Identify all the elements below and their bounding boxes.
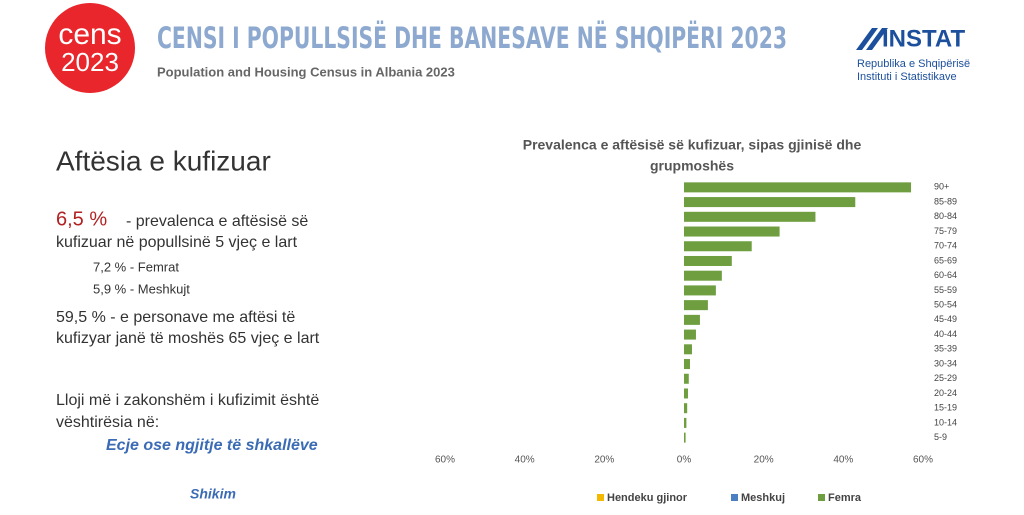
y-tick-label: 25-29 xyxy=(934,373,957,383)
org-line: Instituti i Statistikave xyxy=(857,71,957,83)
y-tick-label: 15-19 xyxy=(934,403,957,413)
x-tick-label: 40% xyxy=(515,455,535,466)
bar xyxy=(684,241,752,252)
stat-text: - prevalenca e aftësisë së xyxy=(126,213,308,230)
bar xyxy=(684,197,856,208)
bar xyxy=(684,255,732,266)
bar xyxy=(684,388,688,399)
logo-text: cens xyxy=(58,18,121,51)
y-tick-label: 10-14 xyxy=(934,417,957,427)
y-tick-label: 90+ xyxy=(934,182,949,192)
legend-label: Hendeku gjinor xyxy=(607,492,688,504)
legend-label: Meshkuj xyxy=(741,492,785,504)
bar xyxy=(684,314,700,325)
y-tick-label: 80-84 xyxy=(934,211,957,221)
bar xyxy=(684,373,689,384)
bar xyxy=(684,403,688,414)
type-intro: vështirësia në: xyxy=(56,414,159,431)
y-tick-label: 30-34 xyxy=(934,358,957,368)
y-tick-label: 60-64 xyxy=(934,270,957,280)
org-icon xyxy=(856,28,888,50)
x-tick-label: 20% xyxy=(754,455,774,466)
y-tick-label: 5-9 xyxy=(934,432,947,442)
bar xyxy=(684,270,722,281)
y-tick-label: 70-74 xyxy=(934,241,957,251)
chart-title: Prevalenca e aftësisë së kufizuar, sipas… xyxy=(523,137,862,153)
x-tick-label: 40% xyxy=(833,455,853,466)
stat-female: 7,2 % - Femrat xyxy=(93,259,179,274)
bar xyxy=(684,211,816,222)
bar xyxy=(684,359,690,370)
bar xyxy=(684,344,692,355)
x-tick-label: 0% xyxy=(677,455,692,466)
bar xyxy=(684,226,780,237)
y-tick-label: 45-49 xyxy=(934,314,957,324)
legend-swatch xyxy=(731,494,738,501)
x-tick-label: 60% xyxy=(913,455,933,466)
y-tick-label: 40-44 xyxy=(934,329,957,339)
stat-text: 59,5 % - e personave me aftësi të xyxy=(56,309,295,326)
x-tick-label: 20% xyxy=(594,455,614,466)
type-item: Shikim xyxy=(190,486,236,502)
stat-text: kufizuar në popullsinë 5 vjeç e lart xyxy=(56,234,298,251)
bar xyxy=(684,285,716,296)
y-tick-label: 50-54 xyxy=(934,300,957,310)
legend-swatch xyxy=(818,494,825,501)
logo-circle xyxy=(45,3,135,93)
org-line: Republika e Shqipërisë xyxy=(857,58,970,70)
bar xyxy=(684,182,912,193)
bar xyxy=(684,329,696,340)
stat-text: kufizyar janë të moshës 65 vjeç e lart xyxy=(56,330,320,347)
type-item: Ecje ose ngjitje të shkallëve xyxy=(106,437,318,454)
type-intro: Lloji më i zakonshëm i kufizimit është xyxy=(56,392,319,409)
y-tick-label: 65-69 xyxy=(934,255,957,265)
org-name: INSTAT xyxy=(882,25,965,52)
y-tick-label: 35-39 xyxy=(934,344,957,354)
y-tick-label: 75-79 xyxy=(934,226,957,236)
x-tick-label: 60% xyxy=(435,455,455,466)
heading: Aftësia e kufizuar xyxy=(56,145,271,176)
bar xyxy=(684,432,686,443)
stat-male: 5,9 % - Meshkujt xyxy=(93,281,190,296)
bar xyxy=(684,417,687,428)
y-tick-label: 55-59 xyxy=(934,285,957,295)
header-title: CENSI I POPULLSISË DHE BANESAVE NË SHQIP… xyxy=(157,21,787,55)
legend-label: Femra xyxy=(828,492,862,504)
logo-text: 2023 xyxy=(61,47,119,77)
legend-swatch xyxy=(597,494,604,501)
stat-main: 6,5 % xyxy=(56,208,107,230)
chart-title: grupmoshës xyxy=(650,158,734,174)
y-tick-label: 20-24 xyxy=(934,388,957,398)
y-tick-label: 85-89 xyxy=(934,196,957,206)
header-subtitle: Population and Housing Census in Albania… xyxy=(157,64,455,79)
bar xyxy=(684,300,708,311)
